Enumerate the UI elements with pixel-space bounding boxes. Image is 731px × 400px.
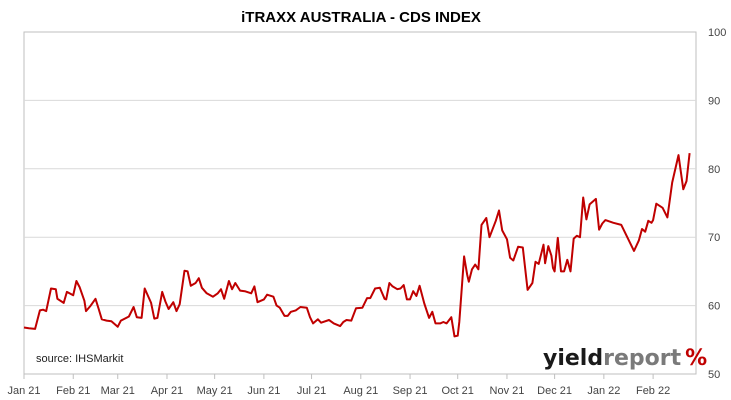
series-layer (23, 152, 691, 338)
x-axis: Jan 21 Feb 21 Mar 21 Apr 21 May 21 Jun 21 Jul … (7, 374, 670, 397)
x-tick-label: May 21 (197, 385, 233, 397)
yieldreport-logo: yieldreport% (543, 346, 707, 371)
x-tick-label: Jul 21 (297, 385, 326, 397)
x-tick-label: Mar 21 (101, 385, 135, 397)
x-tick-label: Jan 22 (587, 385, 620, 397)
logo-percent-sign: % (685, 346, 707, 371)
series-line (23, 152, 691, 338)
y-tick-label: 50 (708, 369, 720, 381)
logo-part-report: report (603, 346, 681, 371)
plot-area-frame (23, 31, 697, 375)
y-axis-right: 50 60 70 80 90 100 (708, 27, 726, 381)
y-tick-label: 100 (708, 27, 726, 39)
x-tick-label: Oct 21 (441, 385, 473, 397)
source-note: source: IHSMarkit (36, 353, 123, 365)
y-tick-label: 60 (708, 301, 720, 313)
y-tick-label: 80 (708, 164, 720, 176)
x-tick-label: Dec 21 (537, 385, 572, 397)
x-tick-label: Apr 21 (151, 385, 183, 397)
yieldreport-wordmark: yieldreport% (543, 346, 707, 371)
chart-title: iTRAXX AUSTRALIA - CDS INDEX (241, 9, 481, 26)
x-tick-label: Jun 21 (247, 385, 280, 397)
y-tick-label: 90 (708, 95, 720, 107)
x-tick-label: Feb 22 (636, 385, 670, 397)
x-tick-label: Nov 21 (490, 385, 525, 397)
x-tick-label: Feb 21 (56, 385, 90, 397)
gridlines (24, 99, 696, 307)
x-tick-label: Jan 21 (7, 385, 40, 397)
x-tick-label: Sep 21 (393, 385, 428, 397)
logo-part-yield: yield (543, 346, 603, 371)
x-tick-label: Aug 21 (343, 385, 378, 397)
y-tick-label: 70 (708, 232, 720, 244)
